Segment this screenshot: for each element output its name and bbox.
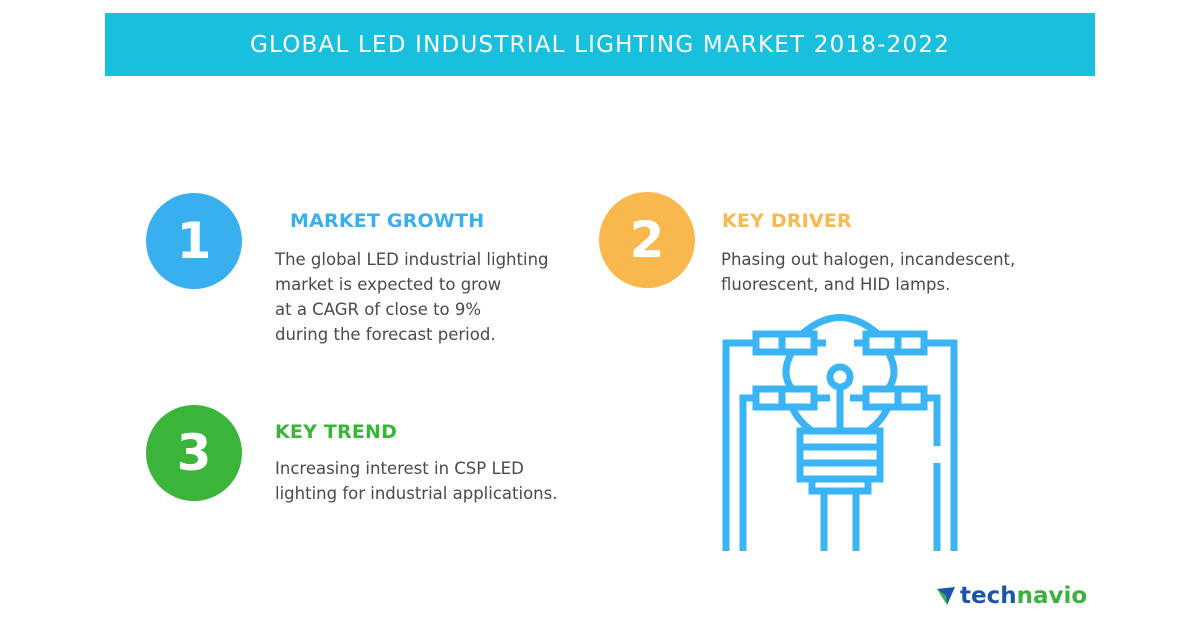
badge-number: 3 xyxy=(176,424,212,482)
technavio-arrow-icon xyxy=(937,587,955,605)
heading-key-trend: KEY TREND xyxy=(275,421,398,443)
text-line: at a CAGR of close to 9% xyxy=(275,300,482,319)
text-market-growth: The global LED industrial lighting marke… xyxy=(275,247,549,347)
number-badge-2: 2 xyxy=(599,192,695,288)
title-banner: GLOBAL LED INDUSTRIAL LIGHTING MARKET 20… xyxy=(105,13,1095,76)
logo-text-navio: navio xyxy=(1016,583,1088,609)
text-key-trend: Increasing interest in CSP LED lighting … xyxy=(275,456,557,506)
text-line: Phasing out halogen, incandescent, xyxy=(721,250,1016,269)
technavio-logo: tech navio xyxy=(935,583,1087,609)
number-badge-1: 1 xyxy=(146,193,242,289)
heading-market-growth: MARKET GROWTH xyxy=(290,210,485,232)
text-line: market is expected to grow xyxy=(275,275,502,294)
badge-number: 1 xyxy=(176,212,212,270)
text-line: fluorescent, and HID lamps. xyxy=(721,275,951,294)
logo-text-tech: tech xyxy=(960,583,1017,609)
text-line: during the forecast period. xyxy=(275,325,496,344)
number-badge-3: 3 xyxy=(146,405,242,501)
text-key-driver: Phasing out halogen, incandescent, fluor… xyxy=(721,247,1015,297)
text-line: lighting for industrial applications. xyxy=(275,484,558,503)
banner-title: GLOBAL LED INDUSTRIAL LIGHTING MARKET 20… xyxy=(250,31,950,58)
text-line: Increasing interest in CSP LED xyxy=(275,459,524,478)
text-line: The global LED industrial lighting xyxy=(275,250,549,269)
heading-key-driver: KEY DRIVER xyxy=(722,210,852,232)
badge-number: 2 xyxy=(629,211,665,269)
light-bulb-circuit-icon xyxy=(722,314,958,551)
